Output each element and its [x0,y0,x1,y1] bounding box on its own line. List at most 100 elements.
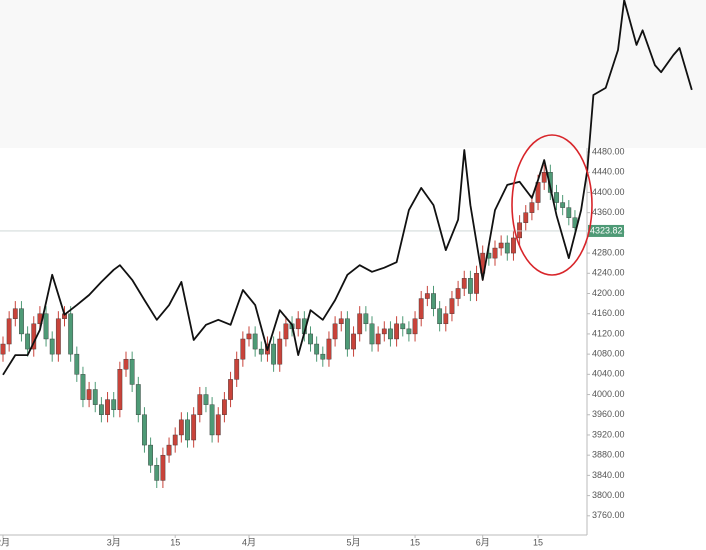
candle-body [437,308,443,325]
candle-body [203,394,209,405]
y-tick-label: 4160.00 [592,308,625,318]
candle-body [406,328,412,335]
candle-body [363,313,369,325]
x-tick-label: 4月 [242,537,256,547]
candle-body [74,353,80,375]
x-tick-label: 15 [533,537,543,547]
candle-body [49,338,55,355]
candle-body [283,323,289,340]
candle-body [166,444,172,456]
plot-background [0,148,587,535]
candle-body [345,318,350,350]
candle-body [19,308,24,335]
x-tick-label: 2月 [0,537,10,547]
candle-body [394,323,399,340]
candle-body [449,298,455,314]
x-tick-label: 5月 [347,537,361,547]
candle-body [295,318,301,330]
x-tick-label: 3月 [107,537,121,547]
highlight-circle [511,134,593,276]
y-tick-label: 4280.00 [592,247,625,257]
candle-body [424,293,430,299]
candle-body [191,414,197,441]
candle-body [221,399,227,415]
candle-body [326,338,332,360]
last-price-label: 4323.82 [590,225,623,235]
y-tick-label: 3880.00 [592,450,625,460]
candle-body [43,313,49,340]
candle-body [511,237,516,254]
x-tick-label: 15 [410,537,420,547]
candle-body [418,298,424,319]
candle-body [388,328,393,340]
candle-body [129,358,135,385]
candle-body [431,293,436,309]
candle-body [123,358,129,370]
candle-body [547,172,553,193]
candle-body [357,313,363,335]
candle-body [381,328,387,335]
candle-body [504,242,510,254]
y-tick-label: 3920.00 [592,429,625,439]
candle-body [560,202,566,208]
candle-body [80,374,86,400]
candle-body [369,323,375,345]
y-tick-label: 4000.00 [592,389,625,399]
y-tick-label: 3800.00 [592,490,625,500]
candle-body [148,444,153,466]
candle-body [215,414,221,436]
candle-body [400,323,406,330]
y-tick-label: 3960.00 [592,409,625,419]
last-price-box [588,224,624,237]
candle-body [142,414,147,446]
candle-body [461,278,467,289]
candle-body [314,343,320,355]
candle-body [455,288,461,299]
candle-body [98,404,104,415]
candle-body [160,454,166,481]
y-tick-label: 4240.00 [592,268,625,278]
candle-body [308,333,313,345]
y-tick-label: 4440.00 [592,167,625,177]
y-tick-label: 4400.00 [592,187,625,197]
candle-body [6,318,12,345]
y-tick-label: 4480.00 [592,146,625,156]
candle-body [492,247,498,259]
y-tick-label: 4360.00 [592,207,625,217]
candle-body [68,313,74,355]
candle-body [468,278,473,294]
candle-body [246,333,252,340]
candle-body [498,242,504,249]
candle-body [25,333,30,350]
y-tick-label: 3760.00 [592,510,625,520]
y-tick-label: 4200.00 [592,288,625,298]
candle-body [185,419,190,441]
candle-body [86,389,92,400]
candle-body [117,369,123,410]
candle-body [55,318,61,355]
candle-body [375,333,381,345]
candle-body [443,313,449,325]
candle-body [105,399,110,415]
candle-body [271,343,276,365]
candle-body [351,333,356,350]
candle-body [332,323,338,340]
candle-body [240,338,246,360]
candle-body [554,192,559,203]
candle-body [228,379,233,400]
candle-body [0,343,6,355]
candle-body [178,419,184,436]
candle-body [154,465,160,481]
candle-body [412,318,418,335]
candle-body [258,348,264,355]
y-tick-label: 3840.00 [592,470,625,480]
candle-body [523,212,529,223]
candle-body [566,207,572,218]
upper-background [0,0,706,148]
candle-body [234,358,240,380]
candle-body [517,222,523,239]
candle-body [92,389,98,405]
candle-body [541,172,547,183]
candle-body [277,338,283,365]
candle-body [252,333,258,350]
